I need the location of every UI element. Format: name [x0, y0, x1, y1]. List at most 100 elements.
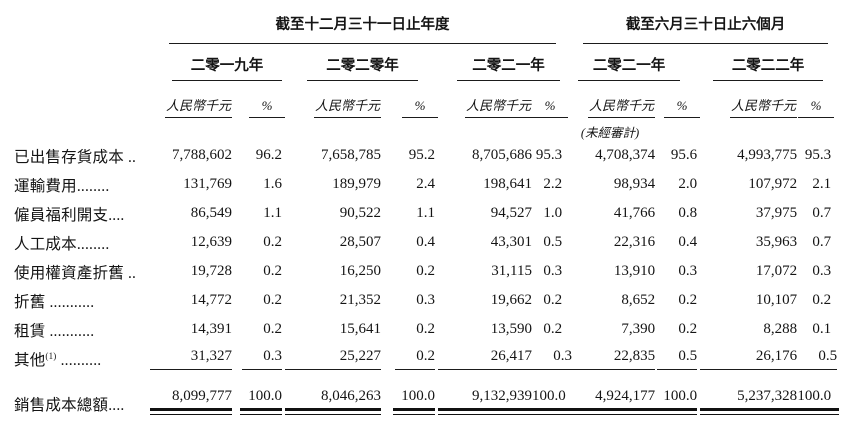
- unit-label: 人民幣千元: [313, 95, 381, 118]
- amount-cell: 13,590: [490, 321, 532, 337]
- year-label: 二零二零年: [307, 54, 418, 81]
- row-label: 折舊 ...........: [14, 293, 95, 311]
- total-amount-cell: 4,924,177: [565, 373, 656, 417]
- amount-cell: 4,708,374: [595, 147, 656, 163]
- amount-cell: 15,641: [339, 321, 381, 337]
- percent-header: %: [532, 81, 568, 118]
- unit-label: 人民幣千元: [730, 95, 798, 118]
- group-header-interim-title: 截至六月三十日止六個月: [583, 0, 829, 44]
- table-row: 其他(1) .......... 31,327 0.3 25,227 0.2 26,417…: [0, 344, 838, 373]
- table-row: 租賃 ........... 14,391 0.2 15,641 0.2 13,590 0.…: [0, 315, 834, 344]
- year-label: 二零二二年: [713, 54, 824, 81]
- year-header-interim-2021: 二零二一年: [565, 44, 700, 81]
- unit-header: 人民幣千元: [285, 81, 381, 118]
- year-label: 二零二一年: [578, 54, 681, 81]
- percent-cell: 0.2: [416, 263, 435, 279]
- percent-cell: 0.3: [678, 263, 698, 279]
- percent-cell: 1.1: [416, 205, 435, 221]
- group-header-annual-title: 截至十二月三十一日止年度: [169, 0, 557, 44]
- percent-label: %: [798, 98, 835, 118]
- total-percent-cell: 100.0: [381, 373, 438, 417]
- percent-cell: 0.4: [678, 234, 698, 250]
- percent-cell: 0.1: [812, 321, 832, 337]
- percent-cell: 2.2: [543, 176, 563, 192]
- table-row: 使用權資產折舊 .. 19,728 0.2 16,250 0.2 31,115 0.3 13,…: [0, 257, 834, 286]
- percent-cell: 0.5: [655, 344, 700, 373]
- year-label: 二零一九年: [172, 54, 282, 81]
- percent-cell: 0.3: [532, 344, 572, 373]
- total-percent-cell: 100.0: [232, 373, 285, 417]
- amount-cell: 31,115: [491, 263, 532, 279]
- row-label: 銷售成本總額....: [14, 397, 125, 414]
- percent-cell: 0.7: [812, 234, 832, 250]
- amount-cell: 35,963: [755, 234, 798, 250]
- double-rule: [532, 408, 574, 415]
- percent-cell: 0.7: [812, 205, 832, 221]
- unit-header: 人民幣千元: [438, 81, 532, 118]
- amount-cell: 4,993,775: [737, 147, 798, 163]
- percent-cell: 0.3: [543, 263, 563, 279]
- percent-cell: 2.1: [812, 176, 832, 192]
- amount-cell: 28,507: [339, 234, 381, 250]
- percent-cell: 0.2: [543, 321, 563, 337]
- label-column-spacer: [0, 81, 150, 118]
- amount-cell: 22,835: [565, 344, 656, 373]
- amount-cell: 7,390: [621, 321, 656, 337]
- total-amount-cell: 9,132,939: [438, 373, 532, 417]
- double-rule: [285, 408, 381, 415]
- amount-cell: 131,769: [183, 176, 232, 192]
- percent-cell: 0.2: [263, 263, 282, 279]
- label-column-spacer: [0, 0, 150, 44]
- percent-cell: 95.2: [408, 147, 435, 163]
- total-row: 銷售成本總額.... 8,099,777 100.0 8,046,263 100.0 9,…: [0, 373, 840, 417]
- year-header-interim-2022: 二零二二年: [700, 44, 834, 81]
- amount-cell: 19,728: [190, 263, 232, 279]
- double-rule: [240, 408, 282, 415]
- percent-cell: 0.2: [263, 292, 282, 308]
- percent-cell: 1.1: [263, 205, 282, 221]
- percent-cell: 0.2: [263, 321, 282, 337]
- amount-cell: 107,972: [748, 176, 798, 192]
- percent-header: %: [232, 81, 285, 118]
- year-header-2019: 二零一九年: [150, 44, 285, 81]
- row-label: 其他(1) ..........: [14, 350, 102, 369]
- note-row: (未經審計): [0, 118, 834, 141]
- percent-cell: 0.4: [416, 234, 435, 250]
- table-body: 已出售存貨成本 .. 7,788,602 96.2 7,658,785 95.2 8,70…: [0, 141, 840, 417]
- cost-of-sales-table: 截至十二月三十一日止年度 截至六月三十日止六個月 二零一九年 二零二零年 二零二…: [0, 0, 840, 417]
- amount-cell: 26,417: [438, 344, 532, 373]
- total-amount-cell: 8,099,777: [150, 373, 232, 417]
- amount-cell: 98,934: [613, 176, 656, 192]
- amount-cell: 86,549: [190, 205, 232, 221]
- amount-cell: 37,975: [755, 205, 798, 221]
- amount-cell: 17,072: [755, 263, 798, 279]
- amount-cell: 13,910: [613, 263, 656, 279]
- row-label: 租賃 ...........: [14, 322, 95, 340]
- row-label: 運輸費用........: [14, 177, 110, 195]
- year-header-row: 二零一九年 二零二零年 二零二一年 二零二一年 二零二二年: [0, 44, 834, 81]
- percent-cell: 95.3: [535, 147, 563, 163]
- double-rule: [565, 408, 656, 415]
- amount-cell: 43,301: [490, 234, 532, 250]
- amount-cell: 7,658,785: [321, 147, 381, 163]
- table-row: 僱員福利開支.... 86,549 1.1 90,522 1.1 94,527 1.0 41,…: [0, 199, 834, 228]
- amount-cell: 90,522: [339, 205, 381, 221]
- percent-label: %: [532, 98, 568, 118]
- total-percent-cell: 100.0: [655, 373, 700, 417]
- amount-cell: 14,391: [190, 321, 232, 337]
- percent-header: %: [655, 81, 701, 118]
- percent-cell: 2.4: [416, 176, 435, 192]
- percent-label: %: [402, 98, 438, 118]
- row-label: 使用權資產折舊 ..: [14, 264, 137, 282]
- amount-cell: 12,639: [190, 234, 232, 250]
- amount-cell: 198,641: [483, 176, 532, 192]
- amount-cell: 7,788,602: [172, 147, 232, 163]
- percent-cell: 0.2: [543, 292, 563, 308]
- table-row: 人工成本........ 12,639 0.2 28,507 0.4 43,301 0.5 2…: [0, 228, 834, 257]
- percent-header: %: [381, 81, 438, 118]
- amount-cell: 94,527: [490, 205, 532, 221]
- unit-label: 人民幣千元: [164, 95, 232, 118]
- total-amount-cell: 8,046,263: [285, 373, 381, 417]
- unit-header: 人民幣千元: [150, 81, 232, 118]
- group-header-interim: 截至六月三十日止六個月: [565, 0, 834, 44]
